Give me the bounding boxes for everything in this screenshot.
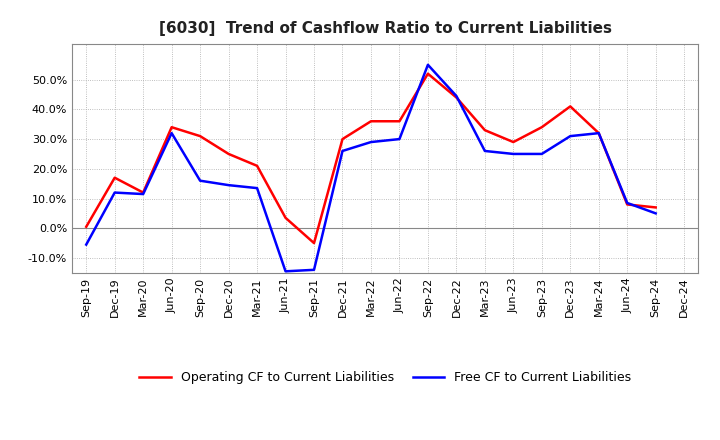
Free CF to Current Liabilities (480, 148, 489, 154)
Operating CF to Current Liabilities (139, 190, 148, 195)
Title: [6030]  Trend of Cashflow Ratio to Current Liabilities: [6030] Trend of Cashflow Ratio to Curren… (158, 21, 612, 36)
Operating CF to Current Liabilities (82, 224, 91, 229)
Operating CF to Current Liabilities (423, 71, 432, 77)
Free CF to Current Liabilities (110, 190, 119, 195)
Free CF to Current Liabilities (366, 139, 375, 145)
Free CF to Current Liabilities (595, 131, 603, 136)
Free CF to Current Liabilities (423, 62, 432, 67)
Free CF to Current Liabilities (282, 269, 290, 274)
Operating CF to Current Liabilities (652, 205, 660, 210)
Free CF to Current Liabilities (566, 133, 575, 139)
Free CF to Current Liabilities (225, 183, 233, 188)
Free CF to Current Liabilities (509, 151, 518, 157)
Operating CF to Current Liabilities (623, 202, 631, 207)
Operating CF to Current Liabilities (537, 125, 546, 130)
Free CF to Current Liabilities (395, 136, 404, 142)
Operating CF to Current Liabilities (282, 215, 290, 220)
Operating CF to Current Liabilities (509, 139, 518, 145)
Operating CF to Current Liabilities (480, 128, 489, 133)
Operating CF to Current Liabilities (225, 151, 233, 157)
Operating CF to Current Liabilities (395, 119, 404, 124)
Free CF to Current Liabilities (623, 200, 631, 205)
Operating CF to Current Liabilities (595, 131, 603, 136)
Line: Operating CF to Current Liabilities: Operating CF to Current Liabilities (86, 74, 656, 243)
Operating CF to Current Liabilities (253, 163, 261, 169)
Operating CF to Current Liabilities (338, 136, 347, 142)
Operating CF to Current Liabilities (566, 104, 575, 109)
Free CF to Current Liabilities (338, 148, 347, 154)
Operating CF to Current Liabilities (110, 175, 119, 180)
Free CF to Current Liabilities (652, 211, 660, 216)
Operating CF to Current Liabilities (167, 125, 176, 130)
Free CF to Current Liabilities (310, 267, 318, 272)
Free CF to Current Liabilities (452, 93, 461, 99)
Operating CF to Current Liabilities (310, 240, 318, 246)
Operating CF to Current Liabilities (196, 133, 204, 139)
Free CF to Current Liabilities (196, 178, 204, 183)
Free CF to Current Liabilities (139, 191, 148, 197)
Legend: Operating CF to Current Liabilities, Free CF to Current Liabilities: Operating CF to Current Liabilities, Fre… (135, 366, 636, 389)
Free CF to Current Liabilities (537, 151, 546, 157)
Operating CF to Current Liabilities (366, 119, 375, 124)
Line: Free CF to Current Liabilities: Free CF to Current Liabilities (86, 65, 656, 271)
Free CF to Current Liabilities (82, 242, 91, 247)
Operating CF to Current Liabilities (452, 95, 461, 100)
Free CF to Current Liabilities (167, 131, 176, 136)
Free CF to Current Liabilities (253, 186, 261, 191)
